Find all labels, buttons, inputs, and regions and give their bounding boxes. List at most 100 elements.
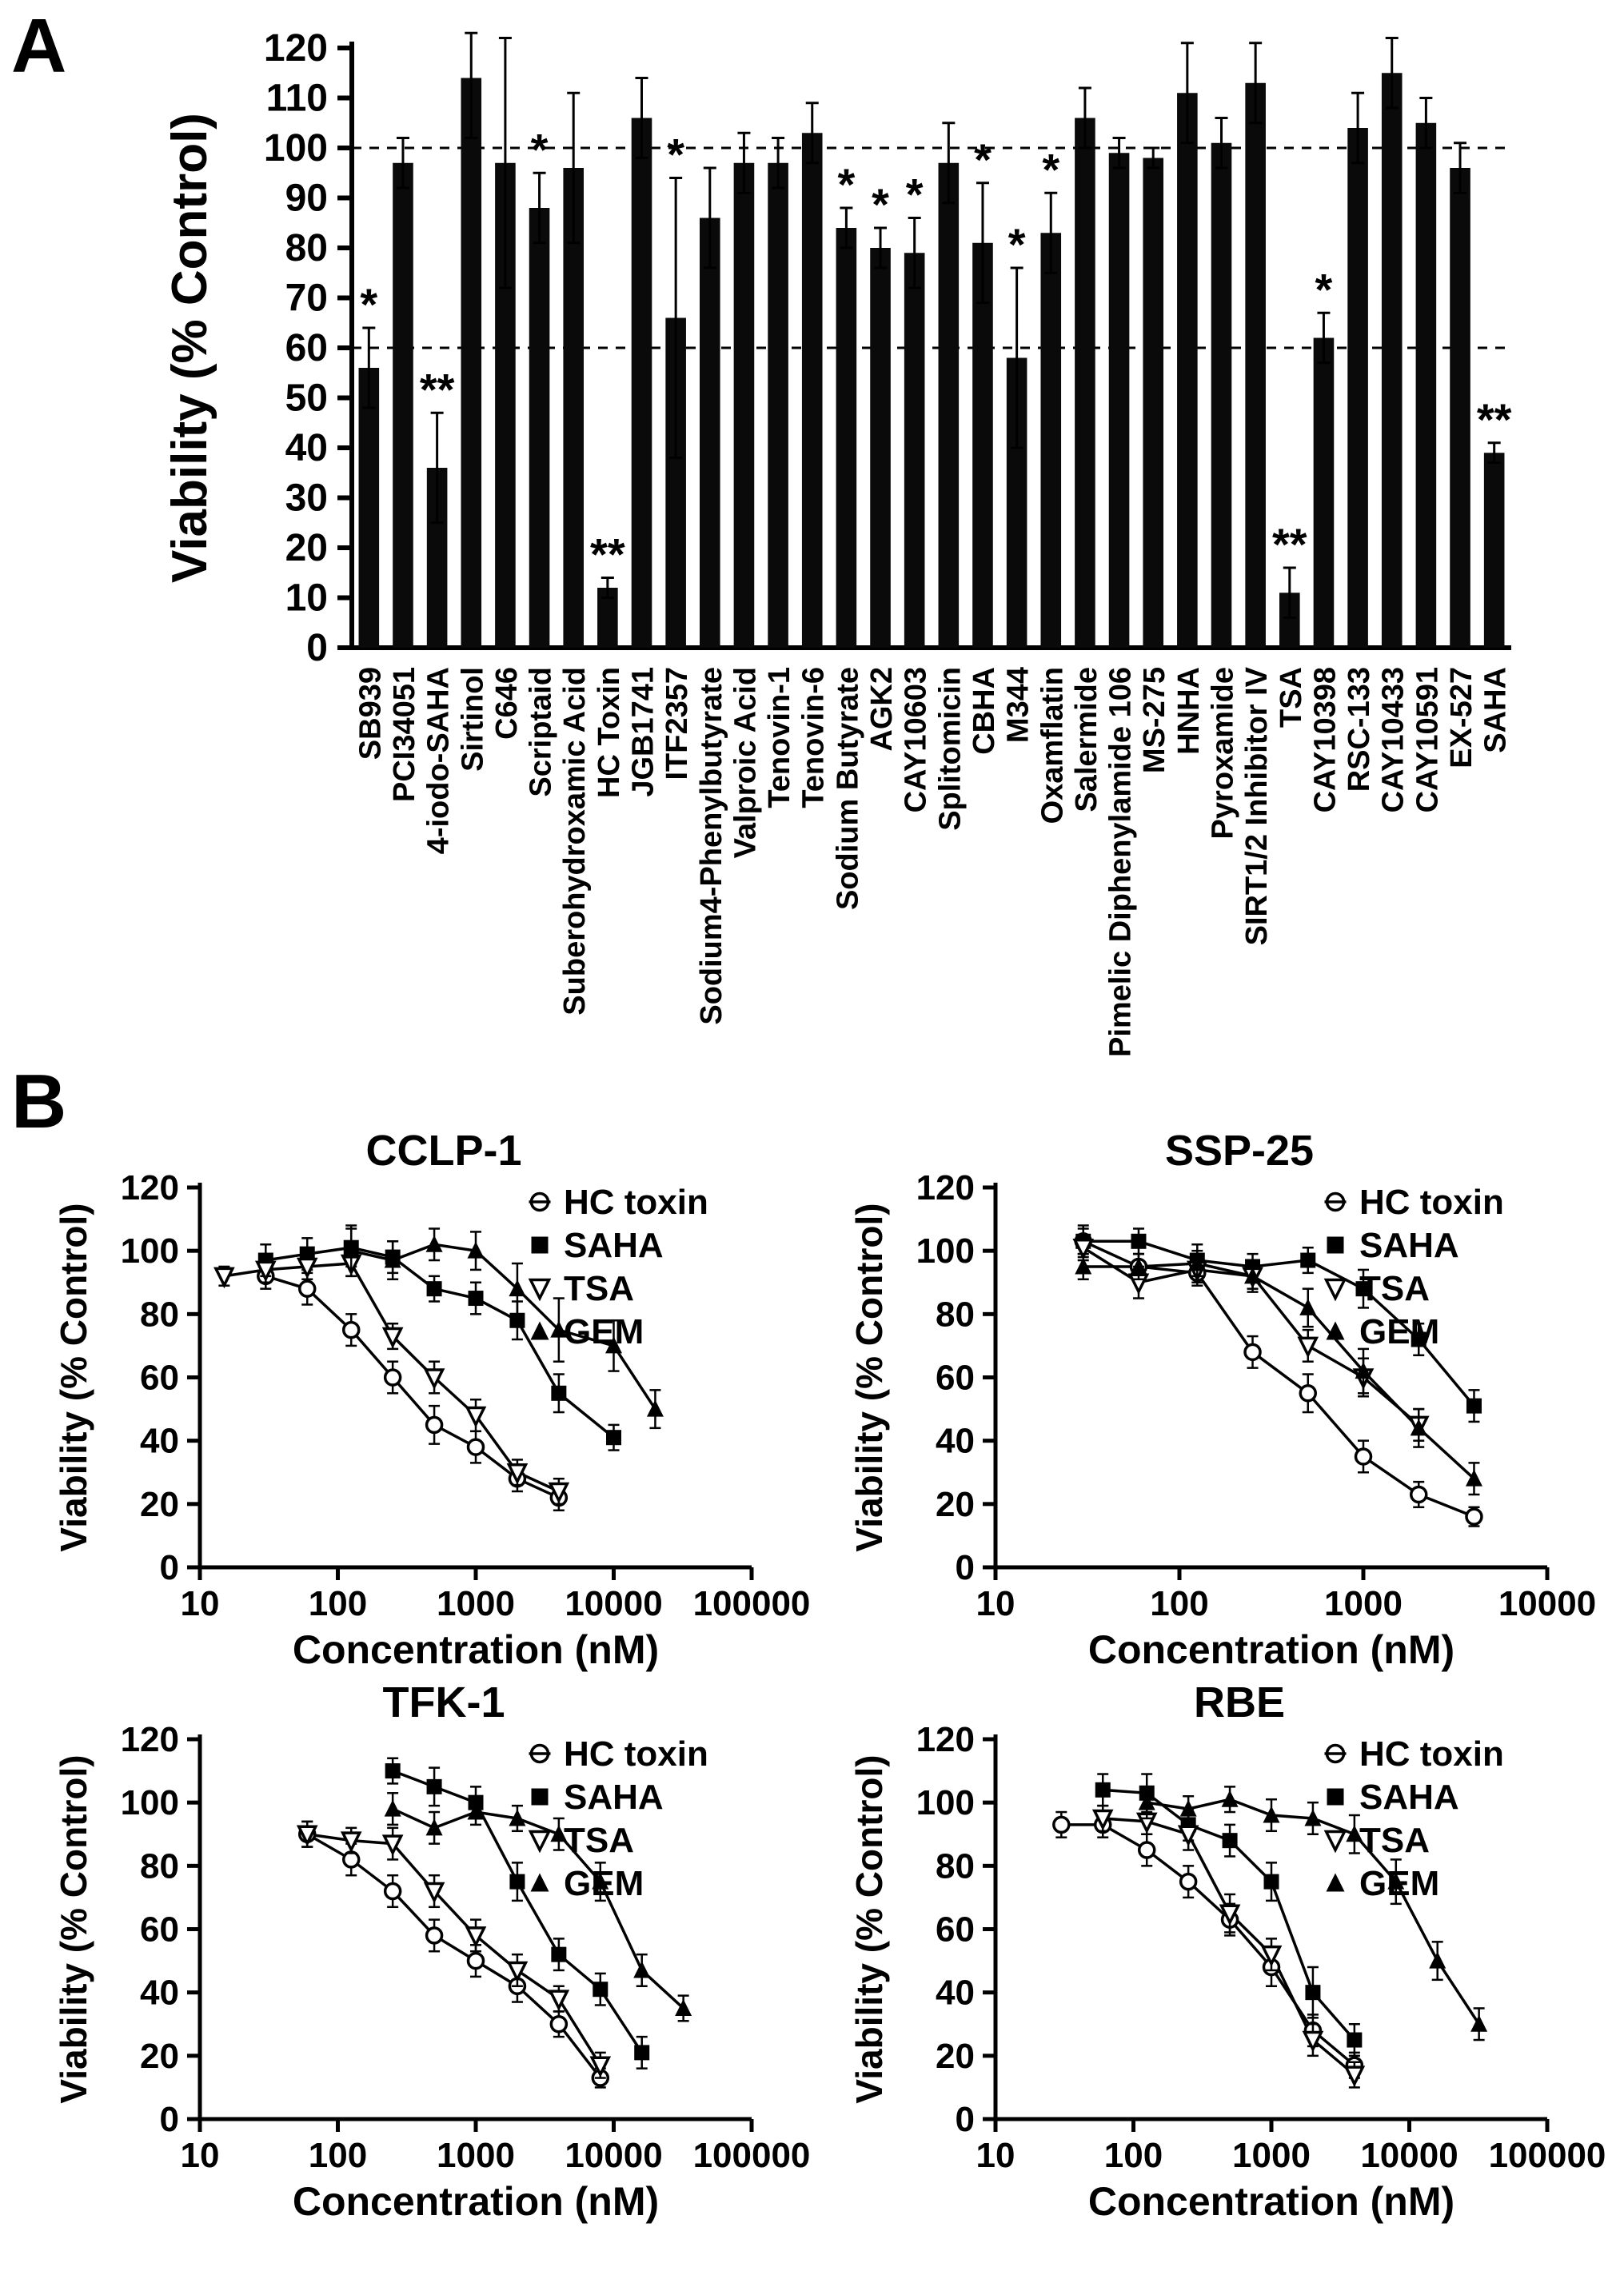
svg-text:80: 80 bbox=[936, 1295, 975, 1334]
svg-text:TSA: TSA bbox=[564, 1821, 634, 1860]
svg-text:100000: 100000 bbox=[693, 2136, 811, 2175]
svg-text:TSA: TSA bbox=[564, 1269, 634, 1308]
svg-text:60: 60 bbox=[140, 1910, 179, 1950]
svg-text:1000: 1000 bbox=[437, 2136, 515, 2175]
svg-text:40: 40 bbox=[285, 427, 328, 469]
svg-text:SAHA: SAHA bbox=[1359, 1778, 1459, 1817]
svg-text:Viability (% Control): Viability (% Control) bbox=[56, 1754, 94, 2103]
svg-text:RSC-133: RSC-133 bbox=[1343, 667, 1376, 792]
svg-text:PCI34051: PCI34051 bbox=[388, 667, 421, 802]
panel-a-bar-chart: 0 10 20 30 40 50 60 70 80 90 100 110 120 Viability (%… bbox=[162, 27, 1513, 1057]
svg-text:Viability (% Control): Viability (% Control) bbox=[56, 1203, 94, 1551]
svg-text:120: 120 bbox=[916, 1168, 975, 1207]
svg-text:0: 0 bbox=[160, 2100, 179, 2139]
svg-text:C646: C646 bbox=[490, 667, 524, 740]
svg-text:HC toxin: HC toxin bbox=[564, 1183, 708, 1222]
svg-text:20: 20 bbox=[936, 2037, 975, 2076]
svg-text:*: * bbox=[531, 124, 549, 174]
svg-text:100: 100 bbox=[309, 1584, 367, 1623]
svg-text:80: 80 bbox=[140, 1295, 179, 1334]
svg-text:10000: 10000 bbox=[565, 2136, 662, 2175]
svg-text:CCLP-1: CCLP-1 bbox=[365, 1132, 521, 1175]
svg-text:Oxamflatin: Oxamflatin bbox=[1035, 667, 1069, 824]
svg-text:GEM: GEM bbox=[1359, 1864, 1439, 1903]
svg-text:10000: 10000 bbox=[565, 1584, 662, 1623]
svg-text:10: 10 bbox=[976, 1584, 1015, 1623]
svg-text:30: 30 bbox=[285, 477, 328, 520]
svg-text:20: 20 bbox=[285, 527, 328, 569]
svg-text:100: 100 bbox=[121, 1231, 179, 1271]
svg-text:100000: 100000 bbox=[693, 1584, 811, 1623]
svg-text:120: 120 bbox=[916, 1720, 975, 1759]
svg-text:Concentration (nM): Concentration (nM) bbox=[1088, 1627, 1454, 1672]
svg-text:10: 10 bbox=[285, 577, 328, 620]
svg-text:80: 80 bbox=[140, 1846, 179, 1886]
svg-text:20: 20 bbox=[140, 2037, 179, 2076]
svg-text:Sodium Butyrate: Sodium Butyrate bbox=[831, 667, 864, 910]
svg-text:Sirtinol: Sirtinol bbox=[456, 667, 489, 772]
svg-text:SIRT1/2 Inhibitor IV: SIRT1/2 Inhibitor IV bbox=[1240, 666, 1274, 945]
svg-text:HC toxin: HC toxin bbox=[564, 1734, 708, 1774]
svg-text:1000: 1000 bbox=[437, 1584, 515, 1623]
svg-text:20: 20 bbox=[140, 1485, 179, 1524]
svg-text:TSA: TSA bbox=[1359, 1821, 1430, 1860]
svg-text:0: 0 bbox=[160, 1548, 179, 1587]
svg-text:Salermide: Salermide bbox=[1070, 667, 1103, 812]
svg-text:10: 10 bbox=[181, 2136, 220, 2175]
svg-text:100: 100 bbox=[1150, 1584, 1208, 1623]
svg-text:CBHA: CBHA bbox=[968, 667, 1001, 755]
svg-text:100: 100 bbox=[1104, 2136, 1163, 2175]
svg-text:120: 120 bbox=[264, 27, 328, 70]
svg-text:CAY10433: CAY10433 bbox=[1377, 667, 1411, 812]
panel-b-line-chart-ssp25: SSP-25 0 20 40 60 80 100 120 10 100 1000 10000 Viabi… bbox=[852, 1132, 1596, 1672]
svg-text:TSA: TSA bbox=[1359, 1269, 1430, 1308]
svg-text:Concentration (nM): Concentration (nM) bbox=[293, 1627, 659, 1672]
svg-text:Sodium4-Phenylbutyrate: Sodium4-Phenylbutyrate bbox=[695, 667, 728, 1025]
svg-text:HNHA: HNHA bbox=[1172, 667, 1206, 755]
svg-text:*: * bbox=[1315, 264, 1333, 314]
svg-text:SAHA: SAHA bbox=[564, 1226, 664, 1265]
svg-text:40: 40 bbox=[140, 1974, 179, 2013]
svg-text:80: 80 bbox=[936, 1846, 975, 1886]
svg-text:Tenovin-6: Tenovin-6 bbox=[797, 667, 831, 808]
svg-text:EX-527: EX-527 bbox=[1445, 667, 1478, 768]
svg-text:HC Toxin: HC Toxin bbox=[593, 667, 626, 798]
svg-text:HC toxin: HC toxin bbox=[1359, 1734, 1504, 1774]
svg-text:ITF2357: ITF2357 bbox=[660, 667, 694, 780]
svg-text:SSP-25: SSP-25 bbox=[1165, 1132, 1314, 1175]
panel-b-line-chart-rbe: RBE 0 20 40 60 80 100 120 10 100 1000 10000 100000 Vi… bbox=[852, 1683, 1606, 2224]
svg-text:100: 100 bbox=[264, 127, 328, 170]
svg-text:Tenovin-1: Tenovin-1 bbox=[763, 667, 796, 808]
svg-text:1000: 1000 bbox=[1324, 1584, 1403, 1623]
svg-text:10: 10 bbox=[181, 1584, 220, 1623]
svg-text:*: * bbox=[360, 279, 377, 329]
svg-text:0: 0 bbox=[956, 2100, 975, 2139]
panel-b-line-chart-tfk1: TFK-1 0 20 40 60 80 100 120 10 100 1000 10000 100000… bbox=[56, 1683, 811, 2224]
svg-text:100: 100 bbox=[121, 1783, 179, 1822]
svg-text:*: * bbox=[906, 170, 924, 220]
svg-text:**: ** bbox=[590, 529, 625, 580]
svg-text:TSA: TSA bbox=[1275, 667, 1308, 728]
svg-text:60: 60 bbox=[936, 1359, 975, 1398]
svg-text:100000: 100000 bbox=[1489, 2136, 1606, 2175]
svg-text:CAY10398: CAY10398 bbox=[1308, 667, 1342, 812]
svg-text:Valproic Acid: Valproic Acid bbox=[728, 667, 762, 858]
svg-text:4-iodo-SAHA: 4-iodo-SAHA bbox=[422, 667, 456, 854]
svg-text:10: 10 bbox=[976, 2136, 1015, 2175]
svg-text:**: ** bbox=[1477, 394, 1512, 445]
svg-text:50: 50 bbox=[285, 377, 328, 420]
svg-text:Viability (% Control): Viability (% Control) bbox=[852, 1754, 890, 2103]
svg-text:10000: 10000 bbox=[1498, 1584, 1596, 1623]
svg-text:*: * bbox=[872, 179, 889, 230]
svg-text:Pyroxamide: Pyroxamide bbox=[1207, 667, 1240, 839]
svg-text:TFK-1: TFK-1 bbox=[383, 1683, 505, 1726]
svg-text:60: 60 bbox=[936, 1910, 975, 1950]
svg-text:120: 120 bbox=[121, 1168, 179, 1207]
svg-text:*: * bbox=[1008, 219, 1026, 269]
svg-text:Scriptaid: Scriptaid bbox=[525, 667, 558, 797]
svg-text:100: 100 bbox=[916, 1783, 975, 1822]
svg-text:1000: 1000 bbox=[1232, 2136, 1311, 2175]
svg-text:Viability (% Control): Viability (% Control) bbox=[162, 113, 217, 583]
svg-text:Pimelic Diphenylamide 106: Pimelic Diphenylamide 106 bbox=[1104, 667, 1138, 1057]
